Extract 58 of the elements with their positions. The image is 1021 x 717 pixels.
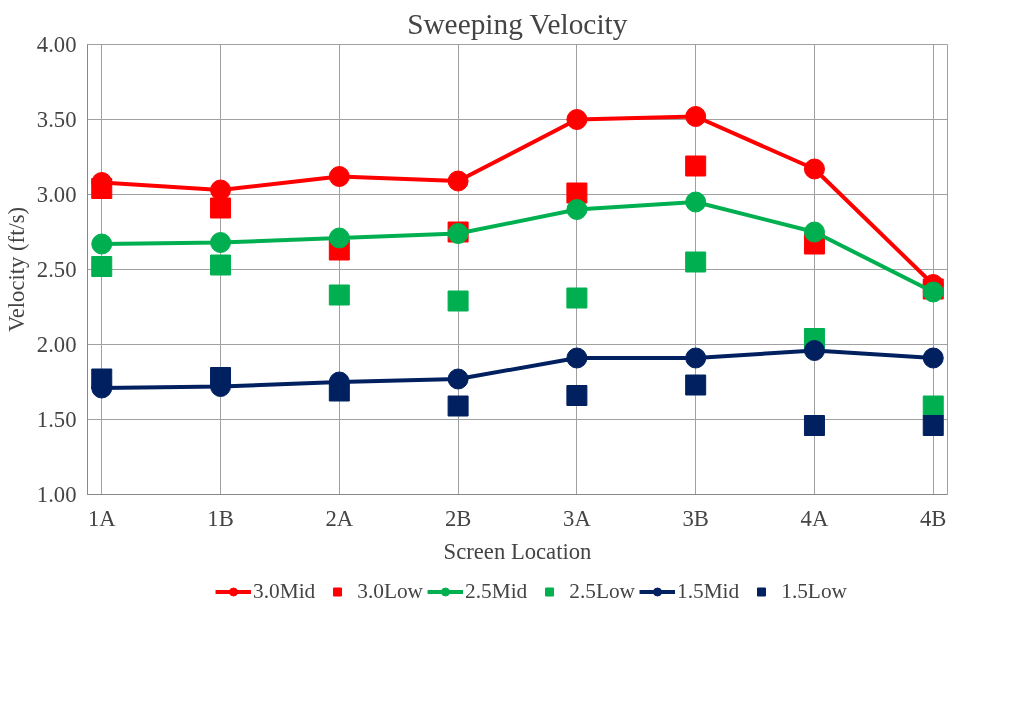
point [210, 232, 232, 253]
point [922, 415, 944, 436]
x-tick-label: 3A [563, 505, 592, 531]
point [91, 233, 113, 255]
point [803, 340, 825, 361]
y-axis-title: Velocity (ft/s) [3, 206, 29, 333]
point [803, 415, 825, 436]
point [447, 290, 469, 312]
legend-label: 1.5Mid [676, 578, 740, 604]
legend-label: 2.5Low [569, 578, 635, 604]
point [685, 251, 707, 273]
x-tick-label: 2B [444, 505, 472, 531]
point [328, 227, 350, 249]
y-tick-label: 1.50 [36, 407, 77, 432]
point [685, 191, 707, 213]
point [447, 170, 469, 192]
point [566, 199, 588, 220]
legend-label: 3.0Mid [253, 578, 316, 604]
y-tick-label: 1.00 [36, 482, 77, 507]
x-axis-title: Screen Location [443, 538, 592, 564]
point [685, 374, 707, 396]
chart-title: Sweeping Velocity [407, 7, 628, 40]
point [566, 385, 588, 406]
legend-label: 2.5Mid [465, 578, 528, 604]
point [922, 395, 944, 417]
legend-label: 1.5Low [781, 578, 847, 604]
point [447, 368, 469, 390]
y-tick-label: 4.00 [36, 32, 77, 57]
x-tick-label: 4A [800, 505, 829, 531]
point [566, 347, 588, 369]
x-tick-label: 3B [682, 505, 709, 531]
x-tick-label: 1A [87, 505, 117, 531]
point [210, 254, 232, 276]
point [447, 395, 469, 417]
y-tick-label: 2.50 [36, 257, 77, 282]
point [91, 256, 113, 277]
point [328, 166, 350, 187]
y-tick-label: 3.00 [36, 182, 77, 207]
point [685, 347, 707, 369]
point [685, 106, 707, 127]
y-tick-label: 2.00 [36, 332, 77, 357]
y-tick-label: 3.50 [36, 107, 77, 132]
point [685, 155, 707, 177]
point [803, 158, 825, 180]
point [210, 197, 232, 219]
point [803, 221, 825, 243]
legend-label: 3.0Low [357, 578, 424, 604]
point [210, 367, 232, 388]
point [91, 178, 113, 199]
x-tick-label: 1B [207, 505, 234, 531]
x-tick-label: 4B [920, 505, 947, 531]
x-tick-label: 2A [325, 505, 354, 531]
point [566, 109, 588, 130]
point [328, 380, 350, 402]
point [91, 368, 113, 390]
point [328, 284, 350, 306]
point [922, 347, 944, 369]
point [566, 287, 588, 309]
